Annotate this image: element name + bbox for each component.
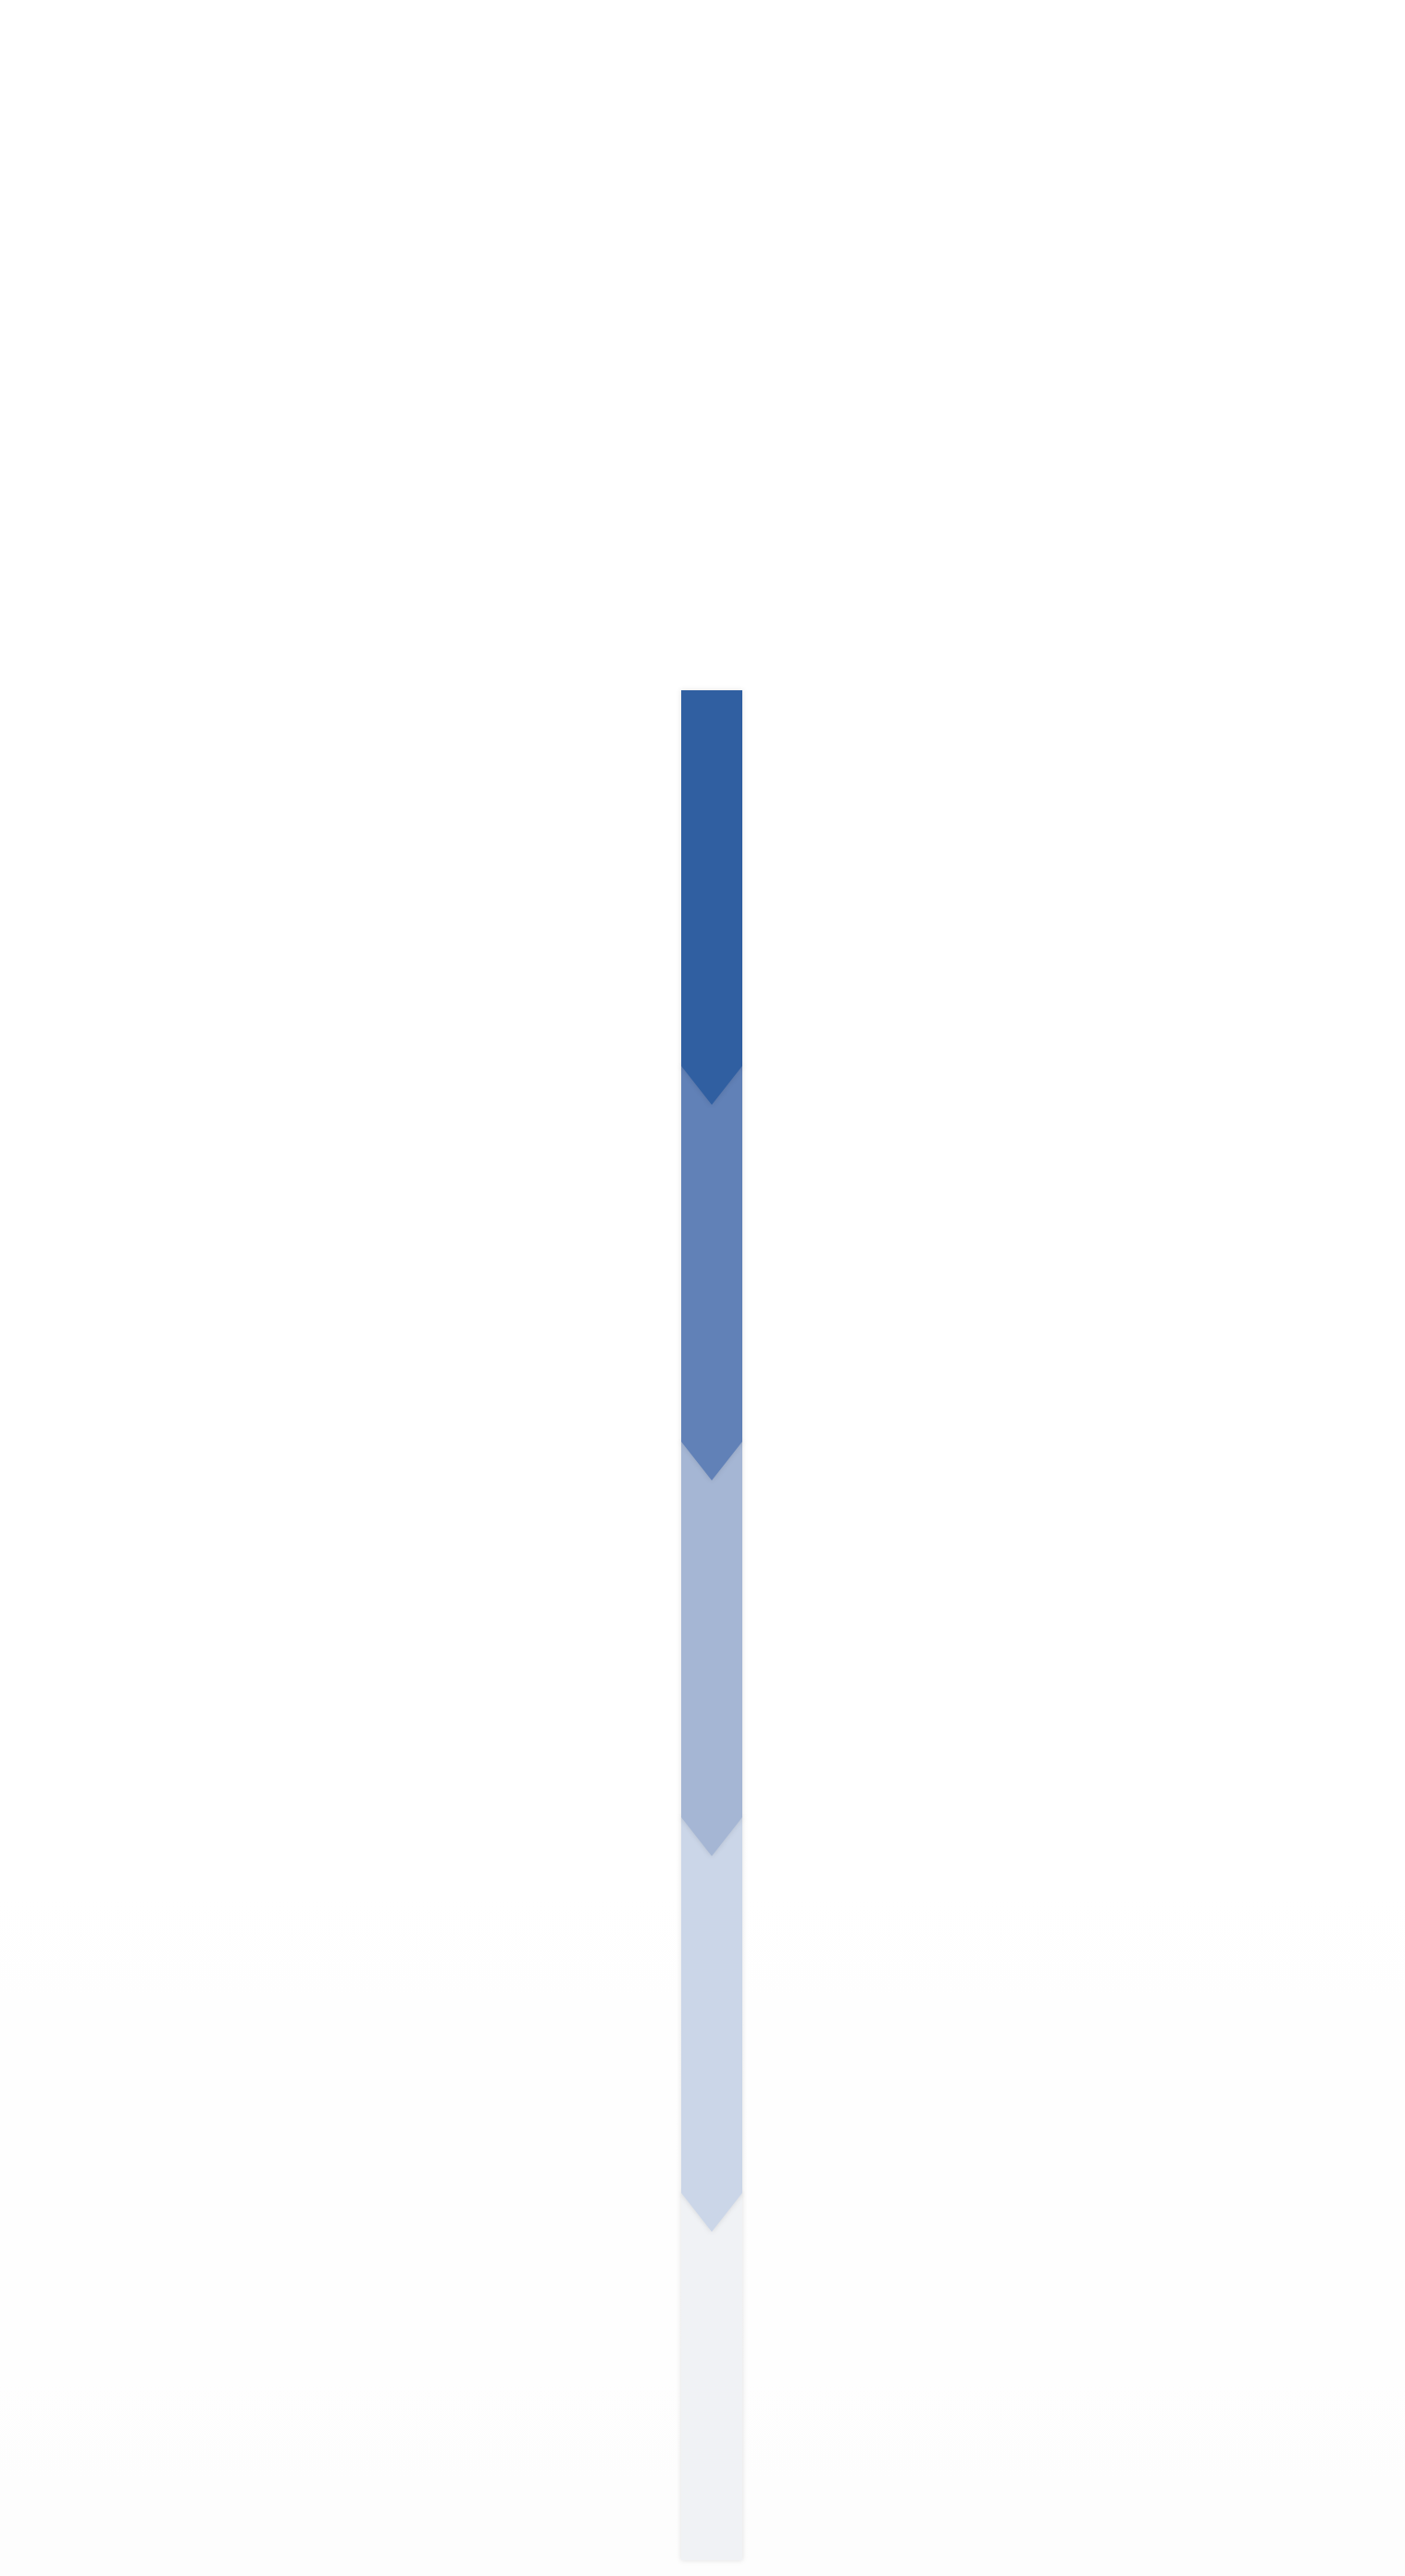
chevron-segment-2 (681, 1066, 742, 1480)
chevron-segment-1 (681, 690, 742, 1105)
chevron-segment-4 (681, 1817, 742, 2232)
chevron-segment-5 (681, 2193, 742, 2560)
chevron-segment-3 (681, 1442, 742, 1856)
